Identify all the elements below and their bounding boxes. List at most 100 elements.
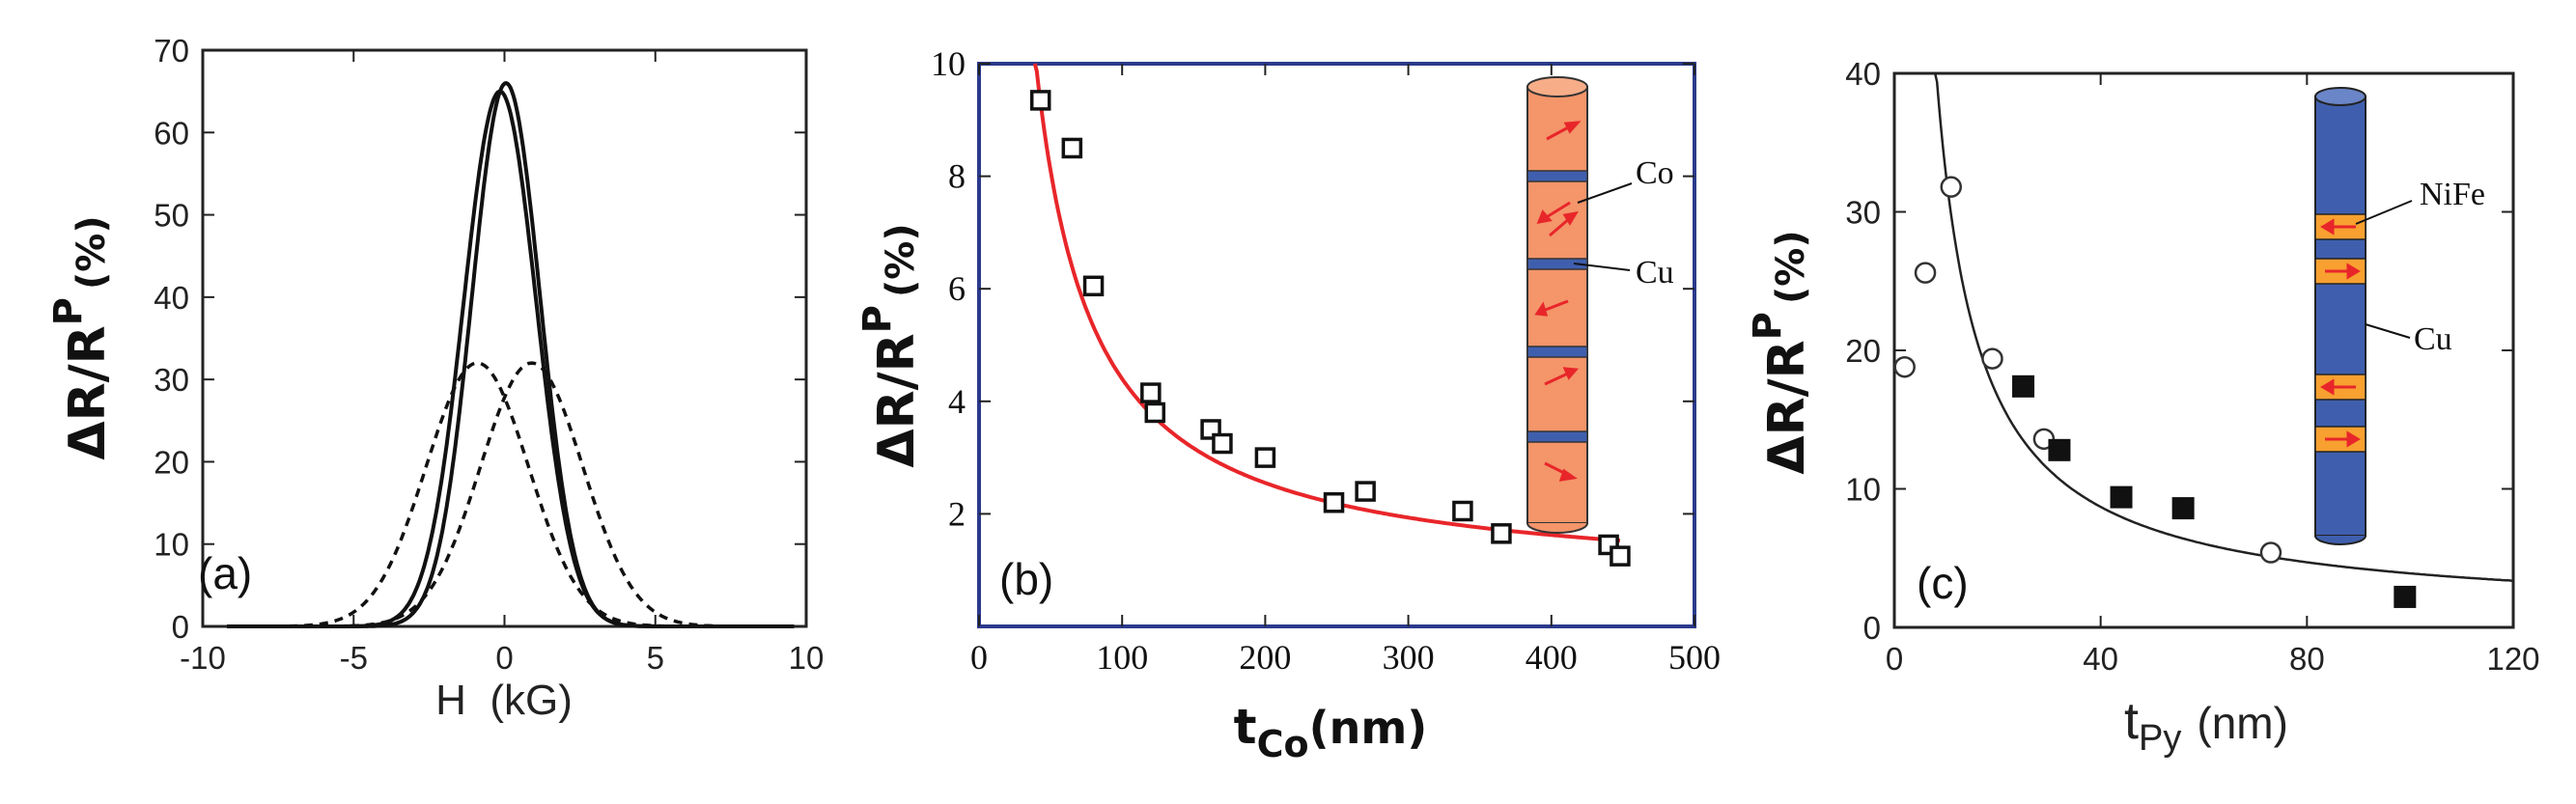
panel-b-y-label-main: ΔR/R (868, 333, 926, 467)
cu-leader-line (1573, 263, 1631, 271)
panel-c-x-label-main: t (2124, 692, 2139, 750)
panel-b-data-point (1212, 432, 1233, 455)
inset-label-co: Co (1636, 155, 1674, 191)
panel-a-y-tick-label: 10 (154, 527, 189, 563)
panel-c-x-tick-label: 40 (2083, 641, 2118, 677)
panel-b-data-point (1254, 447, 1276, 468)
panel-b-ticks: 0 100 200 300 400 500 2 4 6 8 10 (931, 44, 1721, 677)
panel-b-x-tick-label: 100 (1096, 638, 1148, 677)
inset-label-cu: Cu (2414, 321, 2452, 357)
panel-c-open-point (1914, 262, 1937, 284)
panel-b-x-tick-label: 400 (1526, 638, 1578, 677)
panel-b-y-label: ΔR/RP (%) (855, 223, 926, 467)
panel-a-curve-dashed-2 (227, 361, 795, 628)
panel-c-y-label-main: ΔR/R (1758, 340, 1816, 474)
panel-a-x-tick-label: -10 (180, 640, 226, 676)
panel-a-curve-dashed-1 (227, 361, 795, 628)
panel-c-label: (c) (1917, 558, 1969, 608)
panel-a-x-tick-label: 0 (495, 640, 513, 676)
panel-a-y-tick-label: 40 (154, 280, 189, 316)
panel-c-y-label-sup: P (1746, 312, 1790, 340)
nife-cu-wire-top (2314, 87, 2366, 106)
svg-text:ΔR/RP(%): ΔR/RP (%) (1746, 230, 1816, 474)
panel-a-x-tick-label: 5 (647, 640, 664, 676)
panel-a-curve-solid-2 (227, 89, 795, 628)
panel-b-x-label-sub: Co (1257, 723, 1309, 765)
panel-b-inset: Co Cu (1526, 76, 1674, 534)
panel-c-y-tick-label: 40 (1845, 56, 1881, 92)
co-cu-wire-bottom (1526, 522, 1588, 534)
svg-text:ΔR/RP(%): ΔR/RP (%) (46, 215, 117, 459)
svg-text:ΔR/RP(%): ΔR/RP (%) (855, 223, 926, 467)
panel-a-x-tick-label: 10 (789, 640, 825, 676)
panel-c-y-tick-label: 0 (1863, 610, 1881, 646)
panel-b: 0 100 200 300 400 500 2 4 6 8 10 Co Cu (855, 44, 1721, 765)
panel-c-x-tick-label: 0 (1886, 641, 1903, 677)
panel-b-x-label-unit: (nm) (1309, 702, 1428, 754)
panel-a-y-label-main: ΔR/R (59, 325, 117, 459)
panel-c-inset: NiFe Cu (2314, 87, 2485, 545)
nife-leader-line (2355, 200, 2413, 225)
panel-c-filled-point (2171, 497, 2195, 520)
panel-a-y-label: ΔR/RP (%) (46, 215, 117, 459)
panel-b-x-tick-label: 300 (1383, 638, 1435, 677)
co-cu-wire-top (1526, 76, 1588, 97)
panel-b-data-point (1323, 491, 1345, 513)
panel-c-filled-point (2110, 485, 2133, 509)
panel-a-x-tick-label: -5 (340, 640, 368, 676)
panel-b-data-point (1491, 523, 1512, 544)
panel-a-frame (201, 48, 808, 628)
panel-a-ticks: -10 -5 0 5 10 0 10 20 30 40 50 60 70 (154, 33, 824, 676)
panel-c-points (1893, 176, 2417, 608)
panel-b-y-label-sup: P (855, 305, 900, 333)
panel-a-y-tick-label: 70 (154, 33, 189, 69)
panel-c-x-label-unit: (nm) (2197, 698, 2288, 748)
panel-a-y-tick-label: 50 (154, 198, 189, 234)
panel-b-x-label: tCo(nm) (1234, 699, 1428, 765)
panel-b-y-tick-label: 6 (948, 269, 966, 308)
panel-a-label: (a) (198, 548, 252, 598)
panel-b-x-tick-label: 500 (1668, 638, 1721, 677)
panel-a-y-label-sup: P (46, 297, 91, 325)
panel-b-x-tick-label: 0 (970, 638, 988, 677)
panel-c-open-point (2259, 541, 2282, 564)
panel-b-points (1029, 90, 1631, 567)
panel-b-y-tick-label: 4 (948, 382, 966, 421)
panel-c-y-label: ΔR/RP (%) (1746, 230, 1816, 474)
panel-b-data-point (1082, 275, 1105, 297)
cu-leader-line (2365, 323, 2411, 339)
panel-a-y-tick-label: 30 (154, 362, 189, 398)
panel-c-open-point (1981, 347, 2003, 370)
panel-c-y-tick-label: 20 (1845, 333, 1881, 369)
panel-c-x-label: tPy (nm) (2124, 692, 2288, 759)
panel-a-x-label: H (kG) (435, 677, 573, 724)
panel-c-y-tick-label: 30 (1845, 195, 1881, 231)
panel-b-data-point (1144, 402, 1166, 424)
panel-a: -10 -5 0 5 10 0 10 20 30 40 50 60 70 (a) H (kG) ΔR/R… (46, 33, 824, 724)
inset-label-cu: Cu (1636, 255, 1674, 291)
panel-a-curve-solid-1 (227, 81, 795, 628)
panel-c-x-tick-label: 80 (2289, 641, 2325, 677)
panel-b-y-tick-label: 2 (948, 494, 966, 533)
cu-band (1526, 170, 1588, 182)
panel-c-open-point (1893, 355, 1916, 378)
panel-b-y-tick-label: 8 (948, 157, 966, 196)
panel-a-y-tick-label: 60 (154, 115, 189, 151)
panel-b-data-point (1140, 382, 1162, 403)
panel-c-ticks: 0 40 80 120 0 10 20 30 40 (1845, 56, 2539, 677)
panel-c-y-label-unit: (%) (1769, 230, 1813, 304)
panel-b-data-point (1452, 500, 1473, 522)
panel-a-curves (227, 81, 795, 628)
panel-b-y-tick-label: 10 (931, 44, 966, 83)
panel-a-y-label-unit: (%) (70, 215, 114, 290)
panel-b-x-tick-label: 200 (1239, 638, 1291, 677)
panel-c: 0 40 80 120 0 10 20 30 40 NiFe Cu (c) tPy (1746, 56, 2540, 759)
co-leader-line (1577, 182, 1633, 204)
panel-c-x-label-sub: Py (2139, 718, 2181, 759)
panel-b-data-point (1355, 481, 1376, 502)
panel-b-data-point (1610, 545, 1631, 567)
nife-cu-wire-bottom (2314, 535, 2366, 545)
panel-c-y-tick-label: 10 (1845, 472, 1881, 508)
panel-c-open-point (1940, 176, 1963, 198)
